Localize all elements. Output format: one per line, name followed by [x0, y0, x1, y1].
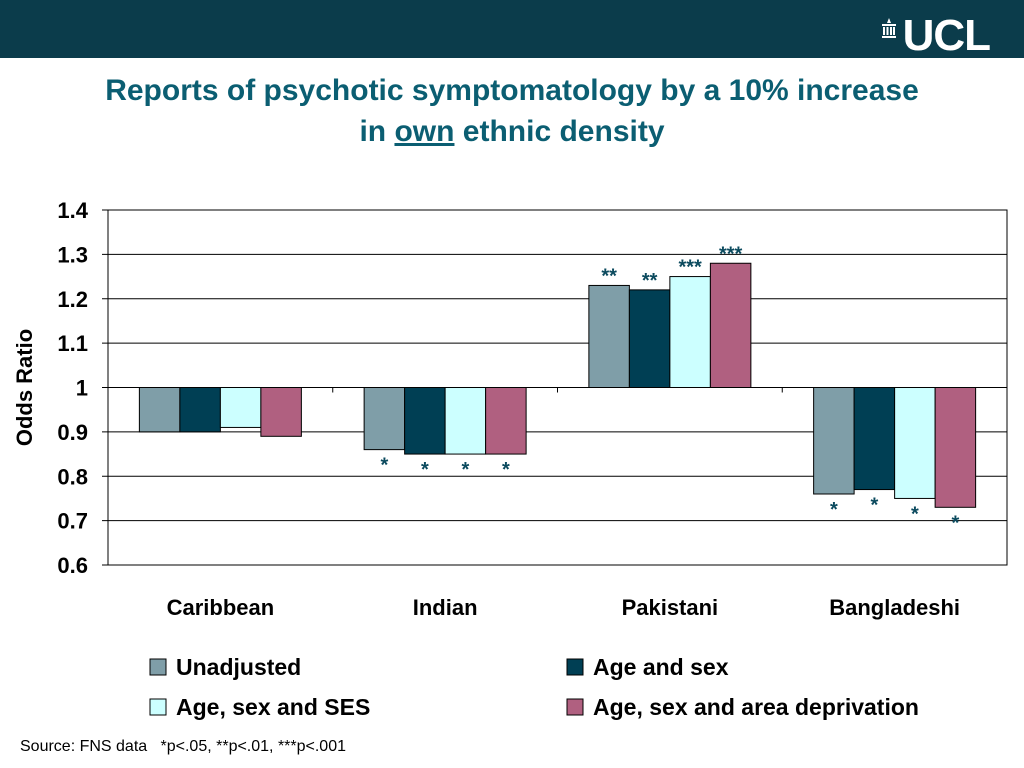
y-tick-label: 1.4	[57, 198, 88, 223]
header-bar: UCL	[0, 0, 1024, 58]
legend-label: Age, sex and SES	[176, 694, 370, 720]
significance-marker: **	[601, 265, 617, 287]
significance-marker: *	[911, 503, 919, 525]
legend-swatch	[566, 658, 584, 676]
bar-indian-4	[485, 387, 527, 455]
bar-caribbean-3	[219, 387, 262, 428]
logo-text: UCL	[902, 11, 991, 60]
bar-caribbean-1	[138, 387, 181, 433]
legend-swatch	[149, 698, 167, 716]
y-tick-label: 0.7	[57, 509, 88, 534]
x-category-label: Bangladeshi	[829, 595, 960, 620]
bar-bangladeshi-2	[853, 387, 896, 491]
ucl-logo: UCL	[881, 11, 991, 60]
significance-marker: *	[502, 459, 510, 481]
y-axis-label: Odds Ratio	[12, 329, 37, 446]
y-tick-label: 1.3	[57, 242, 88, 267]
legend-swatch	[149, 658, 167, 676]
legend-label: Age, sex and area deprivation	[593, 694, 919, 720]
source-note: Source: FNS data *p<.05, **p<.01, ***p<.…	[20, 738, 346, 755]
significance-marker: ***	[719, 243, 743, 265]
significance-marker: *	[380, 455, 388, 477]
x-category-label: Pakistani	[622, 595, 719, 620]
y-tick-label: 1.2	[57, 287, 88, 312]
bar-indian-3	[444, 387, 487, 455]
significance-marker: ***	[678, 257, 702, 279]
bar-bangladeshi-3	[894, 387, 936, 499]
title-line-2-start: in	[359, 115, 395, 148]
bar-indian-2	[404, 387, 446, 455]
bar-pakistani-1	[588, 284, 630, 388]
bar-bangladeshi-1	[813, 387, 855, 495]
bar-caribbean-4	[260, 387, 302, 437]
y-tick-label: 1	[76, 376, 88, 401]
bar-indian-1	[363, 387, 406, 451]
significance-marker: *	[461, 459, 469, 481]
bar-caribbean-2	[179, 387, 221, 433]
significance-marker: *	[951, 512, 959, 534]
odds-ratio-bar-chart: 0.6 0.7 0.8 0.9 1 1.1 1.2 1.3 1.4 Odds Ratio Carib…	[12, 198, 1008, 720]
title-line-1: Reports of psychotic symptomatology by a…	[105, 74, 919, 107]
title-line-2: in own ethnic density	[20, 111, 1004, 152]
significance-marker: *	[870, 495, 878, 517]
significance-marker: *	[421, 459, 429, 481]
title-line-2-end: ethnic density	[454, 115, 665, 148]
bar-pakistani-3	[669, 276, 711, 388]
x-category-label: Caribbean	[167, 595, 275, 620]
x-category-label: Indian	[413, 595, 478, 620]
y-tick-label: 0.9	[57, 420, 88, 445]
page-title: Reports of psychotic symptomatology by a…	[20, 70, 1004, 152]
significance-marker: *	[830, 499, 838, 521]
legend-swatch	[566, 698, 584, 716]
title-underlined-word: own	[394, 115, 455, 148]
y-tick-label: 0.8	[57, 464, 88, 489]
y-tick-label: 0.6	[57, 553, 88, 578]
legend-label: Age and sex	[593, 654, 729, 680]
legend-label: Unadjusted	[176, 654, 301, 680]
y-tick-label: 1.1	[57, 331, 88, 356]
significance-marker: **	[642, 270, 658, 292]
bar-pakistani-4	[709, 262, 752, 388]
bar-pakistani-2	[628, 289, 671, 388]
portico-icon	[881, 18, 896, 38]
bar-bangladeshi-4	[934, 387, 977, 508]
